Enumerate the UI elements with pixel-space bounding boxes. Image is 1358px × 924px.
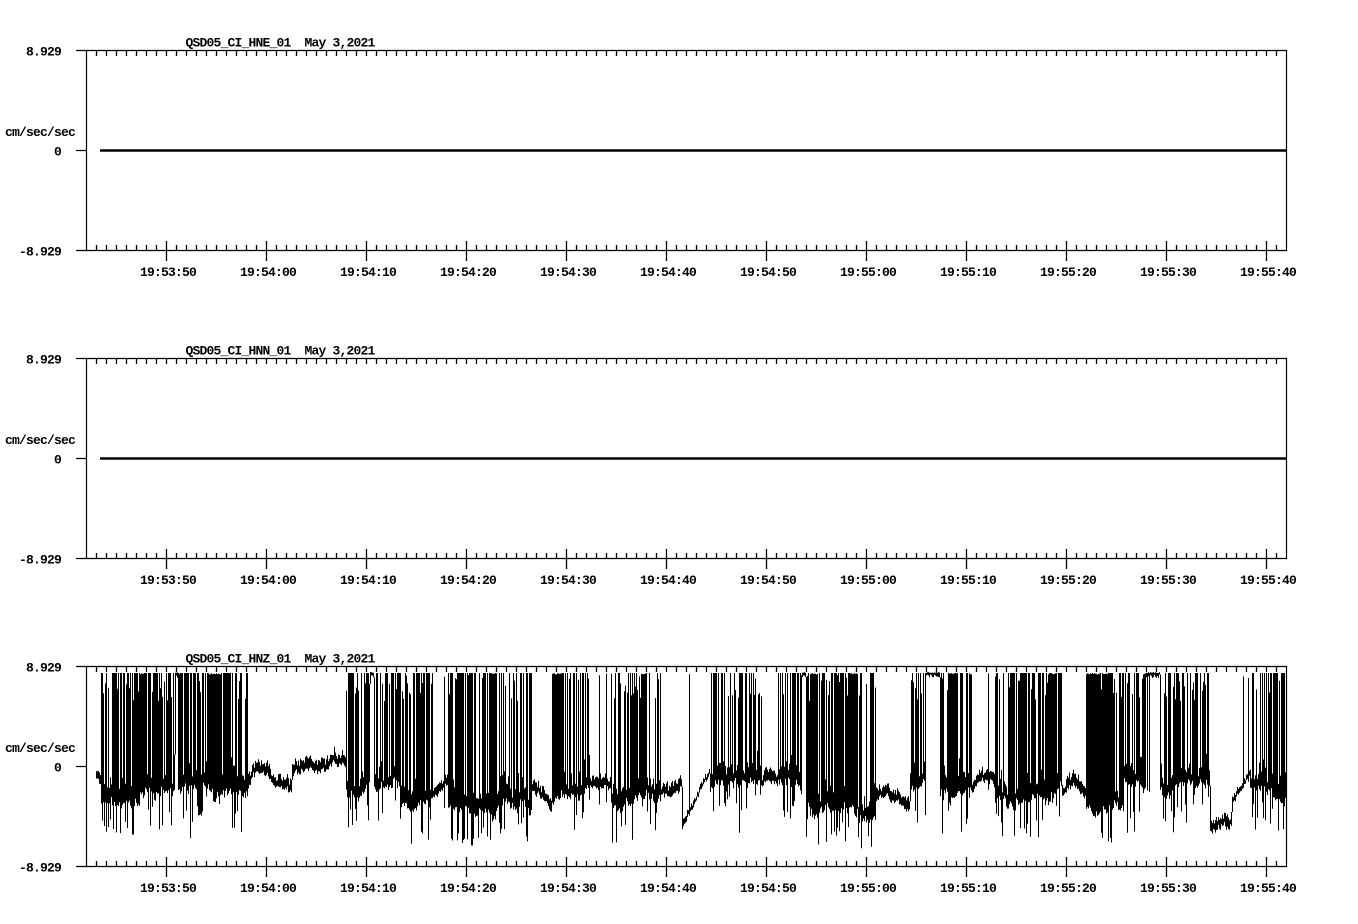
svg-text:19:55:10: 19:55:10 [940,265,997,280]
svg-text:19:54:20: 19:54:20 [440,265,497,280]
svg-text:19:54:10: 19:54:10 [340,881,397,896]
svg-text:QSD05_CI_HNZ_01 May 3,2021: QSD05_CI_HNZ_01 May 3,2021 [186,652,376,667]
svg-text:19:54:50: 19:54:50 [740,265,797,280]
svg-text:QSD05_CI_HNN_01 May 3,2021: QSD05_CI_HNN_01 May 3,2021 [186,344,376,359]
svg-text:19:55:40: 19:55:40 [1240,265,1297,280]
svg-text:19:55:10: 19:55:10 [940,573,997,588]
svg-text:cm/sec/sec: cm/sec/sec [5,125,76,140]
svg-text:19:55:20: 19:55:20 [1040,573,1097,588]
svg-text:19:54:40: 19:54:40 [640,881,697,896]
svg-text:19:55:00: 19:55:00 [840,881,897,896]
svg-text:19:54:10: 19:54:10 [340,573,397,588]
svg-text:cm/sec/sec: cm/sec/sec [5,433,76,448]
svg-text:0: 0 [54,453,62,468]
svg-text:19:54:20: 19:54:20 [440,881,497,896]
svg-text:19:55:10: 19:55:10 [940,881,997,896]
svg-text:8.929: 8.929 [26,661,62,676]
svg-text:19:55:40: 19:55:40 [1240,573,1297,588]
svg-text:8.929: 8.929 [26,45,62,60]
svg-text:19:55:40: 19:55:40 [1240,881,1297,896]
svg-text:19:54:30: 19:54:30 [540,265,597,280]
svg-text:19:54:30: 19:54:30 [540,881,597,896]
svg-text:19:55:30: 19:55:30 [1140,881,1197,896]
svg-text:19:54:40: 19:54:40 [640,265,697,280]
svg-text:19:54:40: 19:54:40 [640,573,697,588]
svg-text:19:53:50: 19:53:50 [140,573,197,588]
svg-text:-8.929: -8.929 [19,861,62,876]
svg-text:19:54:50: 19:54:50 [740,881,797,896]
svg-text:0: 0 [54,761,62,776]
svg-text:19:55:20: 19:55:20 [1040,265,1097,280]
svg-text:8.929: 8.929 [26,353,62,368]
svg-text:-8.929: -8.929 [19,553,62,568]
svg-text:19:55:00: 19:55:00 [840,265,897,280]
svg-text:19:55:30: 19:55:30 [1140,573,1197,588]
svg-text:19:54:10: 19:54:10 [340,265,397,280]
svg-text:19:54:00: 19:54:00 [240,573,297,588]
svg-text:19:55:00: 19:55:00 [840,573,897,588]
svg-text:cm/sec/sec: cm/sec/sec [5,741,76,756]
svg-text:19:55:20: 19:55:20 [1040,881,1097,896]
svg-text:19:53:50: 19:53:50 [140,881,197,896]
svg-text:19:54:00: 19:54:00 [240,881,297,896]
svg-text:-8.929: -8.929 [19,245,62,260]
svg-text:19:54:30: 19:54:30 [540,573,597,588]
svg-text:19:54:50: 19:54:50 [740,573,797,588]
svg-text:19:55:30: 19:55:30 [1140,265,1197,280]
svg-text:19:54:20: 19:54:20 [440,573,497,588]
svg-text:19:53:50: 19:53:50 [140,265,197,280]
svg-text:19:54:00: 19:54:00 [240,265,297,280]
svg-text:QSD05_CI_HNE_01 May 3,2021: QSD05_CI_HNE_01 May 3,2021 [186,36,376,51]
svg-text:0: 0 [54,145,62,160]
